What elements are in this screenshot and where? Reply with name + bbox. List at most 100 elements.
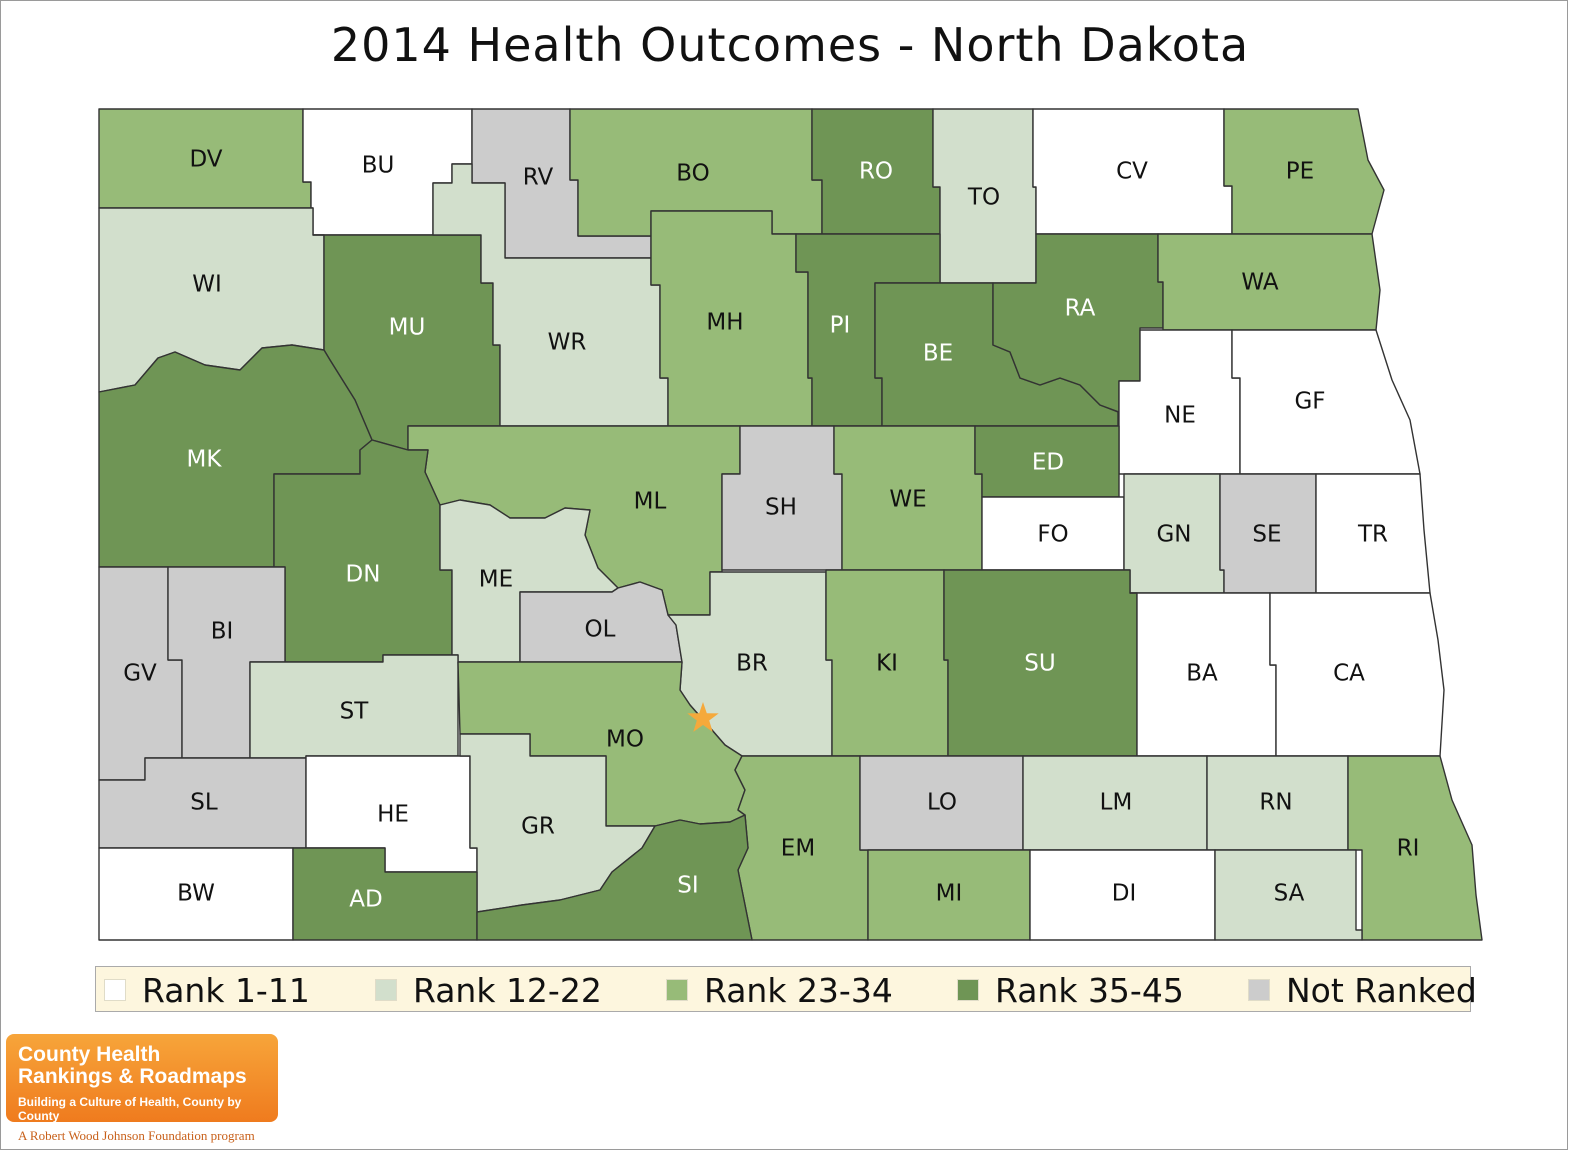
county-label-RI: RI [1397,836,1420,862]
county-ED[interactable]: ED [974,425,1120,498]
county-PE[interactable]: PE [1223,108,1385,235]
county-DI[interactable]: DI [1029,849,1216,941]
county-label-SI: SI [677,873,698,899]
county-LM[interactable]: LM [1022,755,1208,851]
county-label-WI: WI [192,272,222,298]
county-RN[interactable]: RN [1206,755,1349,851]
legend-swatch [375,979,397,1001]
county-LO[interactable]: LO [859,755,1024,851]
county-FO[interactable]: FO [981,496,1125,571]
state-map: DV BU RV BO RO TO CV PE WI MU WR [98,108,1483,941]
legend-label: Rank 23-34 [704,970,893,1010]
legend-label: Rank 1-11 [142,970,310,1010]
county-CV[interactable]: CV [1032,108,1233,235]
county-WE[interactable]: WE [833,425,983,571]
county-label-ME: ME [479,567,513,593]
county-label-RA: RA [1065,296,1096,322]
county-label-MK: MK [187,447,223,473]
county-label-BA: BA [1186,661,1218,687]
county-label-WA: WA [1241,270,1278,296]
county-label-TO: TO [967,185,1000,211]
county-GN[interactable]: GN [1123,473,1225,594]
county-MH[interactable]: MH [650,210,813,427]
county-TO[interactable]: TO [932,108,1037,284]
county-TR[interactable]: TR [1315,473,1431,594]
county-label-PE: PE [1286,159,1314,185]
county-SH[interactable]: SH [721,425,843,571]
county-label-OL: OL [585,617,616,643]
county-label-RV: RV [523,165,554,191]
logo-footer: A Robert Wood Johnson Foundation program [18,1128,255,1143]
county-BI[interactable]: BI [167,566,286,759]
county-WR[interactable]: WR [432,163,669,427]
county-label-BO: BO [676,161,709,187]
county-label-ML: ML [634,489,667,515]
county-label-MI: MI [936,881,963,907]
county-KI[interactable]: KI [825,569,949,757]
legend-label: Rank 35-45 [995,970,1184,1010]
map-title: 2014 Health Outcomes - North Dakota [330,18,1250,72]
county-SU[interactable]: SU [943,569,1138,757]
county-label-FO: FO [1037,522,1068,548]
county-GF[interactable]: GF [1231,329,1421,475]
legend-item-rank-12-22: Rank 12-22 [375,967,602,1013]
county-label-BU: BU [362,153,395,179]
county-DV[interactable]: DV [98,108,312,209]
county-SA[interactable]: SA [1214,849,1363,941]
county-SE[interactable]: SE [1219,473,1317,594]
county-SI[interactable]: SI [476,814,753,941]
legend-swatch [666,979,688,1001]
county-label-PI: PI [830,313,851,339]
county-AD[interactable]: AD [292,847,478,941]
county-label-MO: MO [606,727,644,753]
county-label-SH: SH [765,495,797,521]
county-BA[interactable]: BA [1129,592,1277,757]
county-RI[interactable]: RI [1347,755,1483,941]
county-BW[interactable]: BW [98,847,294,941]
county-label-SE: SE [1252,522,1281,548]
county-label-GR: GR [521,814,555,840]
county-label-RN: RN [1259,790,1292,816]
county-WA[interactable]: WA [1157,233,1381,331]
county-label-LO: LO [927,790,957,816]
county-EM[interactable]: EM [734,755,869,941]
county-DN[interactable]: DN [273,439,453,663]
county-CA[interactable]: CA [1269,592,1445,757]
county-ME[interactable]: ME [439,499,619,663]
county-label-EM: EM [781,836,815,862]
county-label-SL: SL [190,790,218,816]
county-label-MH: MH [706,310,743,336]
county-label-DV: DV [189,147,222,173]
logo-line-1: County Health [18,1043,161,1066]
county-label-BE: BE [923,341,953,367]
county-RO[interactable]: RO [811,108,941,235]
legend-item-rank-1-11: Rank 1-11 [104,967,310,1013]
county-label-LM: LM [1100,790,1133,816]
county-label-GN: GN [1156,522,1191,548]
legend-item-not-ranked: Not Ranked [1248,967,1477,1013]
county-BR[interactable]: BR [667,571,833,757]
county-label-CV: CV [1116,159,1148,185]
county-label-ED: ED [1032,450,1064,476]
county-label-SU: SU [1024,651,1055,677]
county-NE[interactable]: NE [1118,329,1241,475]
county-label-KI: KI [876,651,898,677]
county-MO[interactable]: MO [457,661,746,827]
county-label-AD: AD [349,887,382,913]
capital-star-icon [687,702,719,732]
county-OL[interactable]: OL [519,581,683,663]
county-ST[interactable]: ST [249,654,459,759]
logo-line-2: Rankings & Roadmaps [18,1065,247,1088]
county-label-CA: CA [1333,661,1365,687]
county-label-TR: TR [1357,522,1388,548]
logo-tagline: Building a Culture of Health, County by … [18,1095,242,1123]
chr-logo: County Health Rankings & Roadmaps Buildi… [6,1034,278,1123]
county-SL[interactable]: SL [98,757,307,849]
legend-swatch [957,979,979,1001]
legend-item-rank-23-34: Rank 23-34 [666,967,893,1013]
county-BU[interactable]: BU [302,108,473,236]
county-label-GF: GF [1294,389,1325,415]
legend-swatch [104,979,126,1001]
county-MI[interactable]: MI [867,849,1031,941]
legend-label: Rank 12-22 [413,970,602,1010]
